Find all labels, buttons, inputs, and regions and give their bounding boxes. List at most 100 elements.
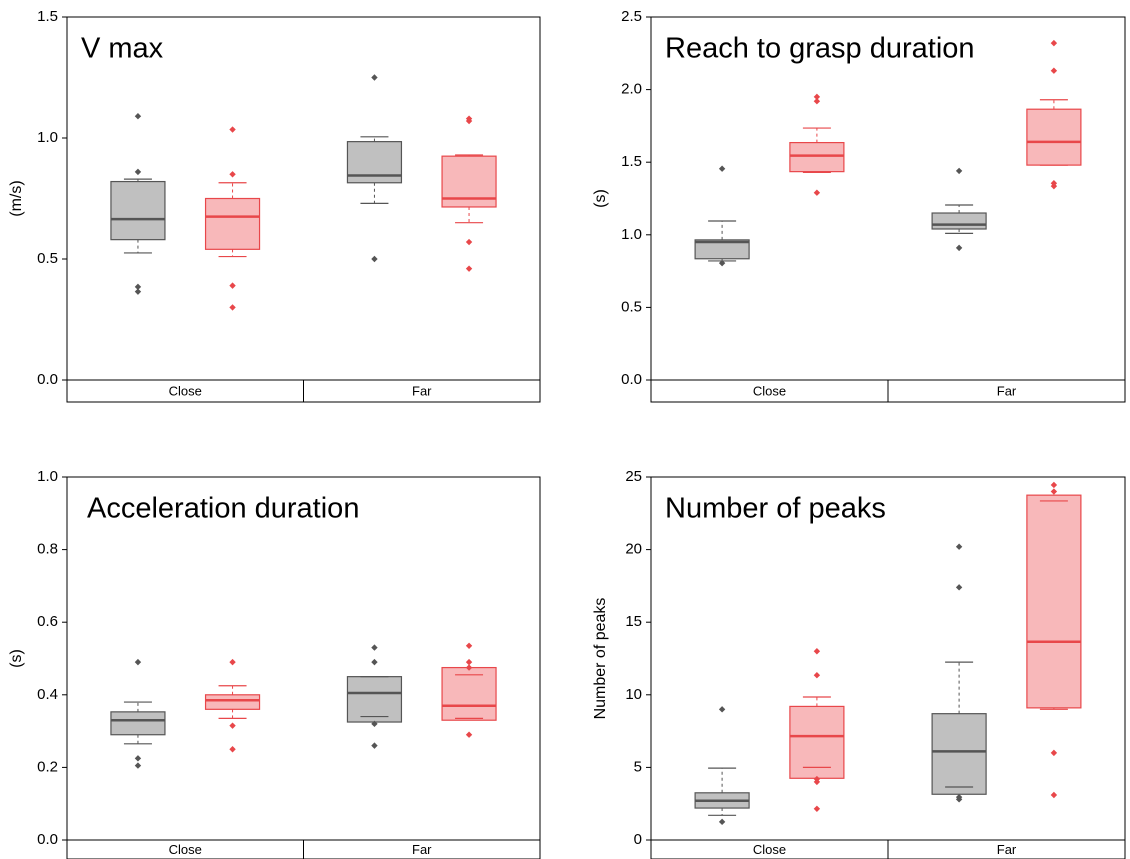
y-tick-label: 1.5 xyxy=(621,153,642,170)
outlier xyxy=(1050,749,1058,757)
outlier xyxy=(134,755,142,762)
y-tick-label: 0.8 xyxy=(37,541,58,558)
box xyxy=(441,666,497,721)
y-tick-label: 2.5 xyxy=(621,8,642,25)
y-tick-label: 0 xyxy=(634,831,642,848)
y-axis-label: (s) xyxy=(592,189,609,208)
outlier xyxy=(371,644,378,651)
outlier xyxy=(134,113,142,120)
outlier xyxy=(134,762,142,769)
box xyxy=(789,141,845,173)
chart-title: Acceleration duration xyxy=(87,493,359,525)
category-label: Close xyxy=(753,383,786,398)
outlier xyxy=(813,93,821,101)
box xyxy=(110,180,166,241)
y-tick-label: 0.0 xyxy=(621,371,642,388)
outlier xyxy=(718,165,726,172)
outlier xyxy=(134,283,142,291)
outlier xyxy=(371,74,378,81)
y-tick-label: 0.4 xyxy=(37,686,58,703)
y-axis-label: Number of peaks xyxy=(592,598,609,720)
outlier xyxy=(955,167,963,175)
category-label: Close xyxy=(169,842,202,857)
y-tick-label: 0.5 xyxy=(621,298,642,315)
chart-title: Reach to grasp duration xyxy=(665,33,975,65)
y-tick-label: 15 xyxy=(625,613,642,630)
y-tick-label: 0.0 xyxy=(37,371,58,388)
y-axis-label: (m/s) xyxy=(8,180,25,216)
outlier xyxy=(813,671,821,679)
outlier xyxy=(813,189,821,196)
outlier xyxy=(955,584,963,591)
outlier xyxy=(1050,791,1058,799)
plot-frame xyxy=(66,476,541,841)
outlier xyxy=(955,543,963,550)
category-label: Close xyxy=(753,842,786,857)
outlier xyxy=(465,642,473,649)
y-tick-label: 1.0 xyxy=(37,129,58,146)
outlier xyxy=(371,720,378,728)
y-tick-label: 10 xyxy=(625,686,642,703)
outlier xyxy=(718,818,726,826)
category-label: Far xyxy=(412,842,432,857)
outlier xyxy=(813,805,821,812)
outlier xyxy=(1050,481,1058,489)
outlier xyxy=(229,126,236,133)
outlier xyxy=(955,244,963,252)
box xyxy=(1026,494,1082,709)
outlier xyxy=(371,255,378,263)
box xyxy=(346,676,403,723)
outlier xyxy=(229,746,236,753)
chart-title: V max xyxy=(81,33,164,65)
outlier xyxy=(718,259,726,267)
outlier xyxy=(134,658,142,666)
outlier xyxy=(134,168,142,176)
outlier xyxy=(465,265,473,272)
y-tick-label: 20 xyxy=(625,541,642,558)
outlier xyxy=(1050,67,1058,74)
outlier xyxy=(1050,182,1058,190)
outlier xyxy=(1050,39,1058,47)
outlier xyxy=(813,778,821,786)
outlier xyxy=(718,706,726,713)
y-tick-label: 2.0 xyxy=(621,81,642,98)
outlier xyxy=(465,664,473,671)
y-tick-label: 1.5 xyxy=(37,8,58,25)
chart-title: Number of peaks xyxy=(665,493,886,525)
y-tick-label: 1.0 xyxy=(621,226,642,243)
outlier xyxy=(1050,488,1058,495)
y-tick-label: 25 xyxy=(625,468,642,485)
outlier xyxy=(134,288,142,295)
y-tick-label: 5 xyxy=(634,758,642,775)
box xyxy=(110,711,166,736)
category-label: Far xyxy=(997,383,1017,398)
outlier xyxy=(229,171,236,178)
y-tick-label: 0.0 xyxy=(37,831,58,848)
y-tick-label: 0.6 xyxy=(37,613,58,630)
category-label: Far xyxy=(997,842,1017,857)
box xyxy=(694,239,750,260)
outlier xyxy=(813,98,821,105)
y-tick-label: 0.5 xyxy=(37,250,58,267)
y-tick-label: 0.2 xyxy=(37,758,58,775)
outlier xyxy=(229,304,236,311)
outlier xyxy=(813,648,821,655)
outlier xyxy=(465,658,473,666)
category-label: Close xyxy=(169,383,202,398)
outlier xyxy=(465,238,473,246)
outlier xyxy=(229,658,236,666)
outlier xyxy=(955,796,963,803)
y-tick-label: 1.0 xyxy=(37,468,58,485)
outlier xyxy=(229,722,236,729)
y-axis-label: (s) xyxy=(8,649,25,668)
box xyxy=(204,694,261,710)
outlier xyxy=(371,742,378,749)
outlier xyxy=(465,117,473,125)
box xyxy=(931,212,987,230)
box xyxy=(931,713,987,795)
box xyxy=(1026,108,1082,166)
category-label: Far xyxy=(412,383,432,398)
box xyxy=(204,197,261,250)
outlier xyxy=(465,731,473,738)
